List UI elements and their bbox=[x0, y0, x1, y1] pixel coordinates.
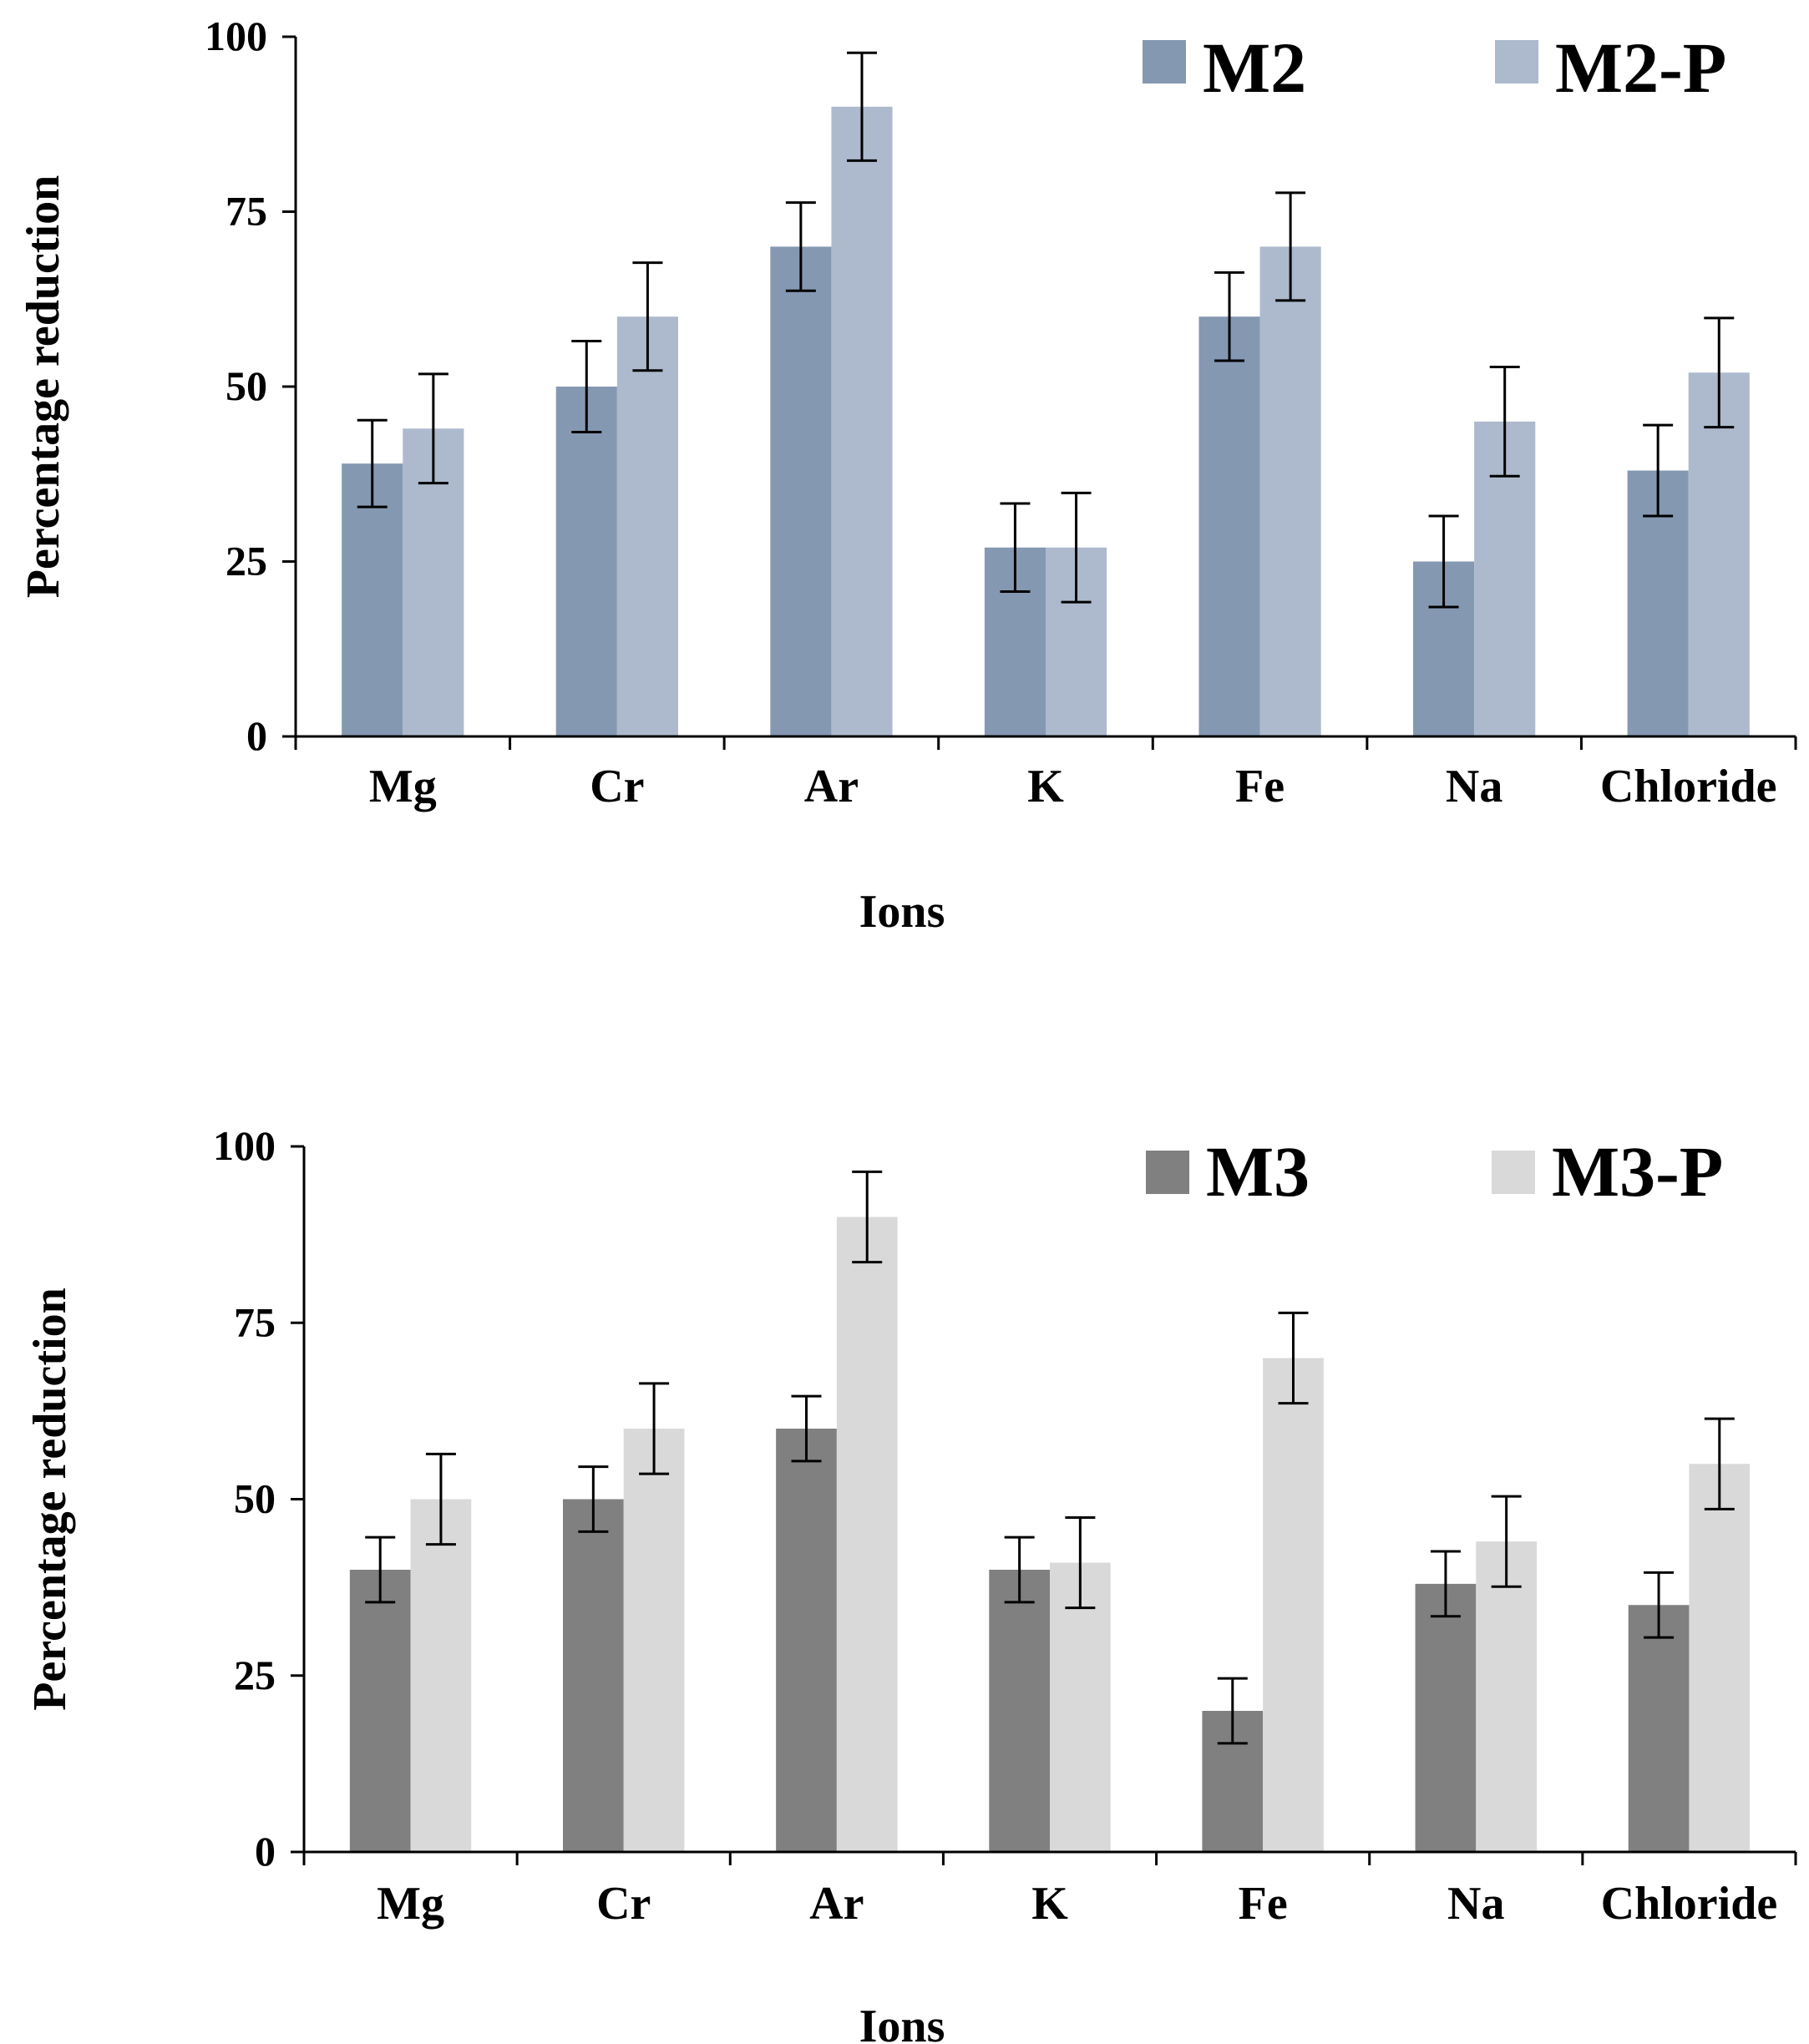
y-axis-title: Percentage reduction bbox=[18, 175, 69, 598]
y-tick-label: 50 bbox=[234, 1475, 276, 1522]
legend-label-m3: M3 bbox=[1206, 1131, 1310, 1212]
bar-m2-cr bbox=[555, 387, 617, 736]
legend-label-m2-p: M2-P bbox=[1555, 28, 1726, 108]
bar-m2-p-chloride bbox=[1688, 372, 1750, 736]
bar-m2-p-cr bbox=[616, 316, 678, 736]
bar-m3-p-ar bbox=[836, 1217, 898, 1852]
x-category-label: Fe bbox=[1235, 761, 1285, 812]
x-axis-title: Ions bbox=[859, 886, 945, 938]
error-bar-m3-p-chloride bbox=[1704, 1417, 1735, 1510]
error-bar-m3-chloride bbox=[1644, 1571, 1675, 1639]
bar-m3-p-chloride bbox=[1689, 1464, 1751, 1852]
x-axis-title: Ions bbox=[859, 2001, 945, 2044]
error-bar-m3-p-ar bbox=[852, 1170, 883, 1264]
legend-swatch-m2 bbox=[1143, 40, 1186, 83]
x-category-label: K bbox=[1031, 1878, 1068, 1930]
x-category-label: K bbox=[1027, 761, 1064, 812]
y-tick-label: 100 bbox=[213, 1122, 276, 1169]
x-category-label: Na bbox=[1447, 1878, 1504, 1930]
bar-m2-fe bbox=[1198, 316, 1260, 736]
bar-m2-p-fe bbox=[1259, 246, 1321, 736]
x-category-label: Chloride bbox=[1600, 761, 1777, 812]
bar-m3-k bbox=[989, 1570, 1050, 1852]
x-category-label: Chloride bbox=[1601, 1878, 1778, 1930]
bar-m3-p-mg bbox=[410, 1499, 472, 1852]
y-tick-label: 50 bbox=[225, 362, 267, 409]
chart-bottom-m3: 0 25 50 75 100 Mg Cr Ar K Fe Na Chloride Ions Percent… bbox=[24, 1122, 1797, 2044]
bar-m2-ar bbox=[770, 246, 832, 736]
error-bar-m2-fe bbox=[1214, 271, 1245, 362]
chart-top-m2: 0 25 50 75 100 Mg Cr Ar K Fe Na Chloride Ions Percent… bbox=[18, 13, 1797, 938]
error-bar-m2-p-cr bbox=[632, 261, 663, 372]
y-tick-label: 25 bbox=[225, 538, 267, 584]
error-bar-m3-p-fe bbox=[1278, 1311, 1309, 1405]
error-bar-m2-chloride bbox=[1643, 423, 1674, 518]
y-tick-label: 0 bbox=[246, 712, 267, 759]
error-bar-m3-na bbox=[1430, 1550, 1461, 1618]
legend-swatch-m3-p bbox=[1492, 1151, 1535, 1194]
error-bar-m2-k bbox=[1000, 502, 1031, 594]
x-category-label: Cr bbox=[590, 761, 644, 812]
error-bar-m2-p-fe bbox=[1275, 191, 1306, 302]
y-tick-label: 75 bbox=[225, 188, 267, 235]
x-category-label: Ar bbox=[809, 1878, 864, 1930]
error-bar-m2-p-k bbox=[1061, 491, 1092, 604]
x-category-label: Fe bbox=[1239, 1878, 1288, 1930]
bar-m3-ar bbox=[776, 1429, 837, 1852]
legend-swatch-m3 bbox=[1146, 1151, 1189, 1194]
y-tick-label: 100 bbox=[205, 13, 267, 59]
y-axis-title: Percentage reduction bbox=[24, 1288, 76, 1710]
legend-label-m3-p: M3-P bbox=[1552, 1131, 1723, 1212]
error-bar-m3-fe bbox=[1217, 1677, 1248, 1745]
bar-m3-mg bbox=[349, 1570, 411, 1852]
error-bar-m3-ar bbox=[791, 1394, 822, 1463]
x-category-label: Mg bbox=[369, 761, 437, 812]
bar-m3-na bbox=[1415, 1583, 1477, 1852]
y-tick-label: 25 bbox=[234, 1652, 276, 1698]
error-bar-m3-p-na bbox=[1491, 1495, 1522, 1588]
error-bar-m2-p-mg bbox=[418, 372, 448, 485]
error-bar-m3-p-k bbox=[1065, 1515, 1096, 1610]
x-category-label: Na bbox=[1446, 761, 1502, 812]
bar-m2-p-ar bbox=[831, 106, 893, 737]
error-bar-m3-p-mg bbox=[425, 1452, 456, 1546]
error-bar-m3-cr bbox=[578, 1465, 609, 1533]
error-bar-m2-p-chloride bbox=[1704, 316, 1735, 429]
bar-m3-p-na bbox=[1476, 1541, 1538, 1852]
error-bar-m2-na bbox=[1428, 514, 1459, 609]
bar-m3-p-fe bbox=[1263, 1358, 1324, 1852]
error-bar-m3-k bbox=[1004, 1536, 1035, 1604]
error-bar-m2-p-na bbox=[1489, 366, 1520, 478]
x-category-label: Mg bbox=[377, 1878, 444, 1930]
legend-label-m2: M2 bbox=[1203, 28, 1306, 108]
error-bar-m2-mg bbox=[357, 418, 388, 508]
bar-m3-p-k bbox=[1050, 1562, 1111, 1852]
error-bar-m2-p-ar bbox=[846, 51, 877, 162]
error-bar-m3-p-cr bbox=[639, 1382, 670, 1475]
bar-m3-p-cr bbox=[623, 1429, 685, 1852]
error-bar-m3-mg bbox=[365, 1536, 396, 1604]
bar-m3-cr bbox=[562, 1499, 624, 1852]
error-bar-m2-ar bbox=[785, 201, 816, 292]
x-category-label: Ar bbox=[804, 761, 859, 812]
bar-m2-mg bbox=[342, 463, 403, 736]
y-tick-label: 75 bbox=[234, 1298, 276, 1345]
bar-m3-chloride bbox=[1628, 1605, 1690, 1852]
y-tick-label: 0 bbox=[255, 1828, 276, 1875]
legend-swatch-m2-p bbox=[1495, 40, 1538, 83]
x-category-label: Cr bbox=[596, 1878, 651, 1930]
error-bar-m2-cr bbox=[571, 340, 602, 433]
